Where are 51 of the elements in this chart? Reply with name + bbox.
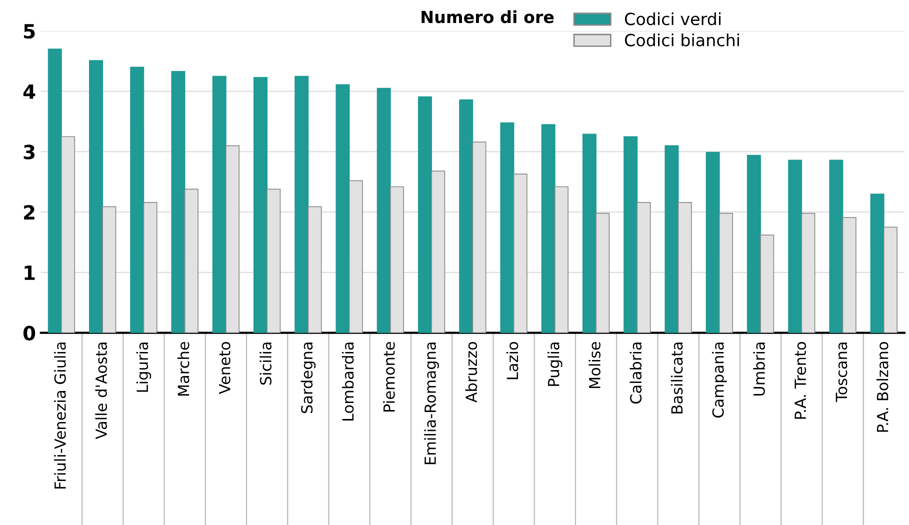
bar xyxy=(171,71,186,333)
legend-title: Numero di ore xyxy=(422,10,554,24)
x-tick-label: Umbria xyxy=(753,342,765,396)
bar xyxy=(376,88,391,333)
x-tick-label: Sicilia xyxy=(260,342,272,385)
bar xyxy=(212,76,226,333)
x-tick-label: Marche xyxy=(177,342,190,396)
x-tick-label: Lazio xyxy=(506,342,518,380)
x-tick-label: Calabria xyxy=(630,342,642,404)
bar xyxy=(788,160,802,333)
x-tick-label: P.A. Trento xyxy=(794,342,806,419)
bar xyxy=(336,84,350,333)
x-tick-label: Liguria xyxy=(136,342,152,392)
bar xyxy=(829,160,844,333)
y-tick-label: 2 xyxy=(24,205,34,220)
bar xyxy=(48,48,62,333)
x-tick-label: Valle d'Aosta xyxy=(95,342,108,440)
x-tick-label: Friuli-Venezia Giulia xyxy=(54,342,66,489)
y-tick-label: 1 xyxy=(24,266,35,280)
x-tick-label: Veneto xyxy=(219,342,230,394)
bar xyxy=(130,66,144,333)
y-tick-label: 4 xyxy=(23,84,36,99)
x-tick-label: Puglia xyxy=(548,342,562,386)
bar xyxy=(459,99,474,333)
x-tick-label: P.A. Bolzano xyxy=(876,342,888,432)
x-tick-label: Lombardia xyxy=(342,342,354,421)
x-tick-label: Emilia-Romagna xyxy=(424,342,439,464)
x-tick-label: Sardegna xyxy=(300,342,316,414)
x-tick-label: Piemonte xyxy=(383,342,395,412)
x-tick-label: Campania xyxy=(712,342,727,418)
x-tick-label: Abruzzo xyxy=(465,342,478,403)
legend-label: Codici bianchi xyxy=(624,34,739,46)
bar xyxy=(89,60,104,333)
y-tick-label: 0 xyxy=(23,326,36,341)
bar xyxy=(746,154,761,333)
x-tick-label: Toscana xyxy=(836,342,848,402)
bar xyxy=(253,77,268,333)
bar xyxy=(500,122,514,333)
bar xyxy=(418,96,432,333)
bar xyxy=(870,194,884,333)
y-tick-label: 5 xyxy=(24,24,35,39)
y-tick-label: 3 xyxy=(24,144,34,160)
bar xyxy=(294,76,309,333)
bar xyxy=(664,145,679,333)
x-tick-label: Molise xyxy=(588,342,600,388)
bar xyxy=(624,136,638,333)
legend-label: Codici verdi xyxy=(624,12,720,26)
bar xyxy=(706,152,720,333)
bar xyxy=(541,124,556,333)
x-tick-label: Basilicata xyxy=(670,342,683,414)
bar xyxy=(582,134,596,333)
